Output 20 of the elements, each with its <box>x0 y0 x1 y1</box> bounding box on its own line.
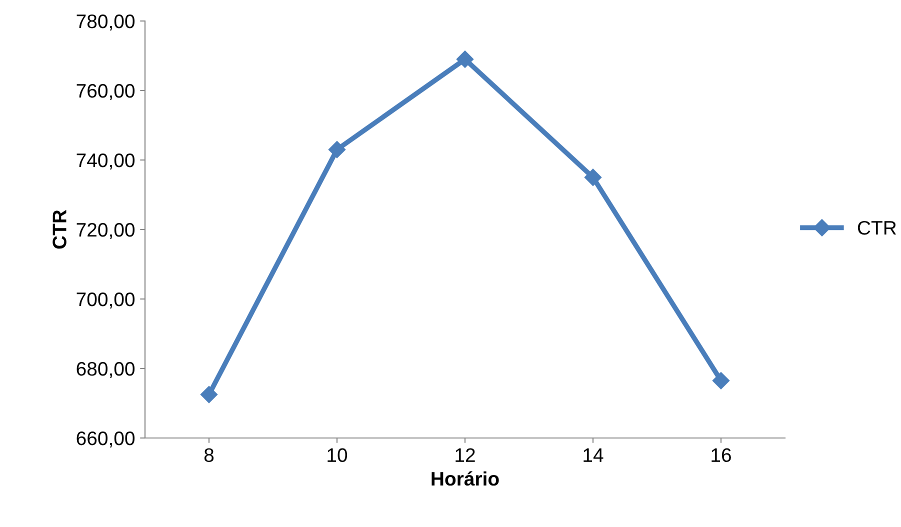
y-axis-title: CTR <box>52 210 66 249</box>
x-tick-label: 14 <box>584 448 604 462</box>
point <box>584 168 602 186</box>
x-tick-label: 16 <box>712 448 731 462</box>
y-tick-label: 660,00 <box>76 431 135 448</box>
point <box>328 141 346 158</box>
x-axis-title: Horário <box>432 471 499 486</box>
y-tick-label: 740,00 <box>76 153 135 170</box>
point <box>712 372 730 390</box>
x-tick-label: 8 <box>204 448 214 462</box>
legend-label: CTR <box>858 220 896 235</box>
point <box>200 386 218 404</box>
y-tick-label: 720,00 <box>76 222 135 240</box>
y-tick-label: 700,00 <box>76 292 135 309</box>
x-tick-label: 10 <box>328 448 348 462</box>
y-tick-label: 760,00 <box>76 84 135 100</box>
y-tick-label: 680,00 <box>76 362 135 378</box>
x-tick-label: 12 <box>456 448 475 462</box>
y-tick-label: 780,00 <box>76 14 135 31</box>
point <box>456 50 474 68</box>
